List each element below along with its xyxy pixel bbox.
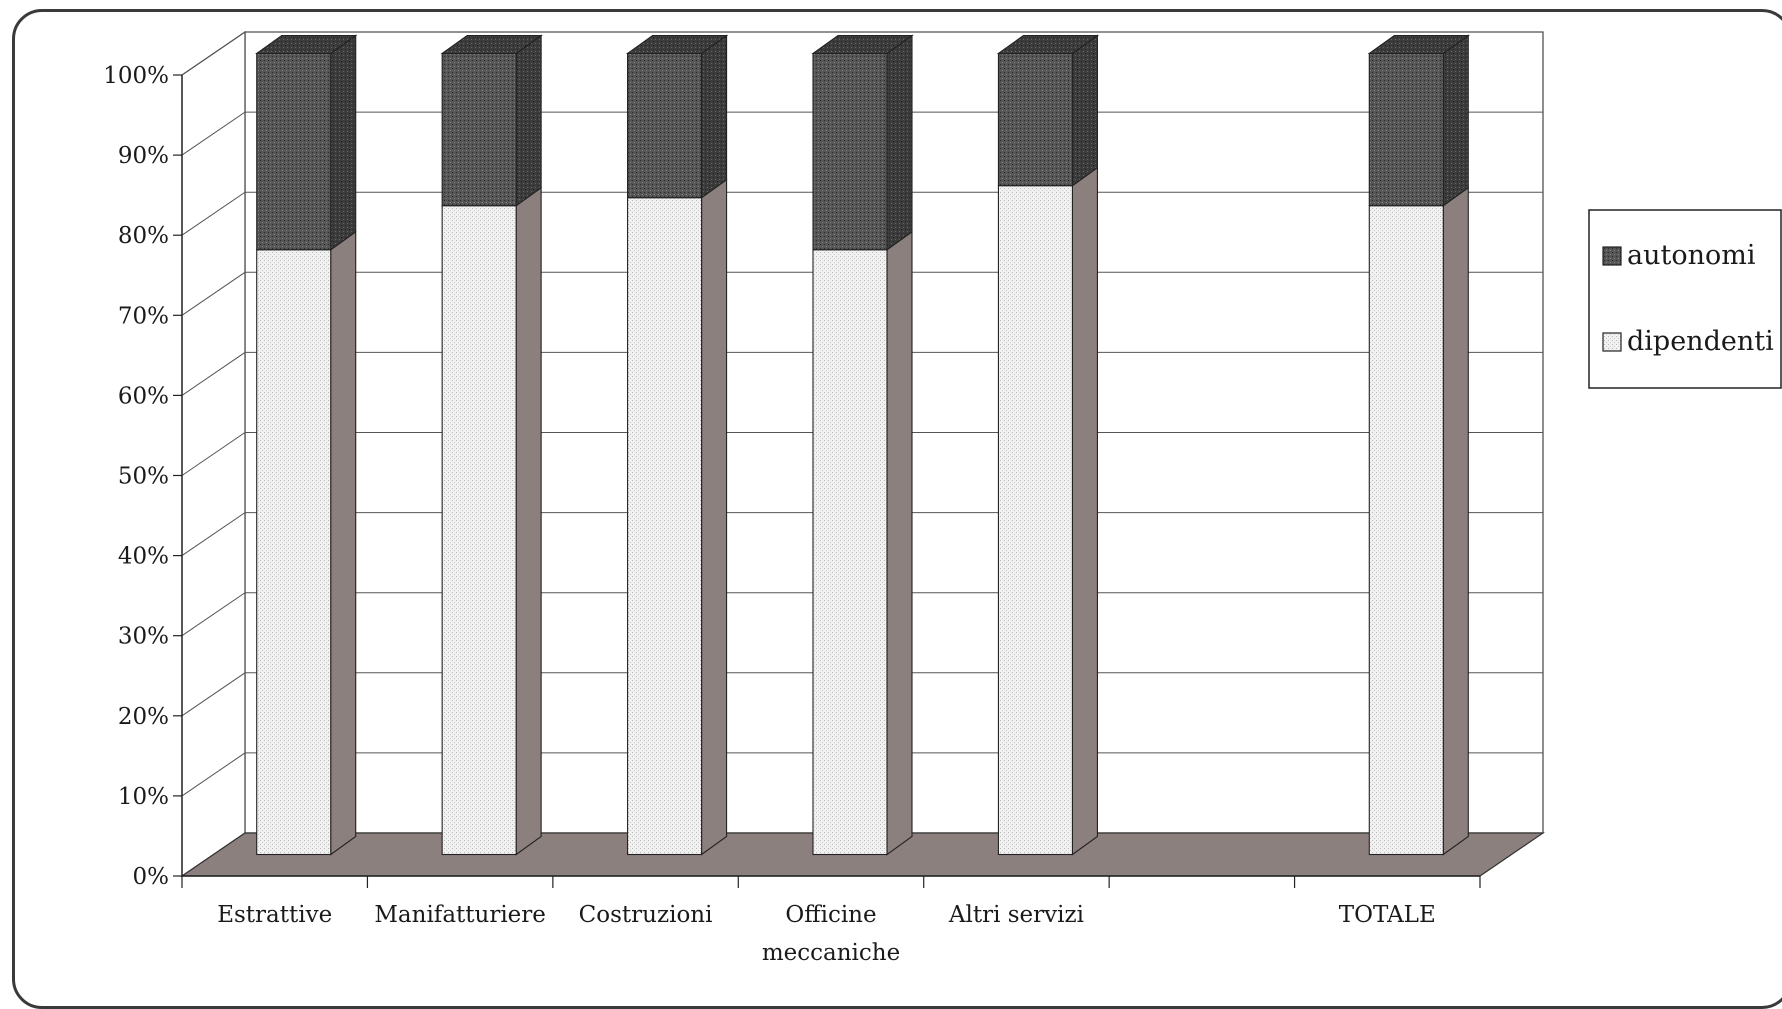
gridline bbox=[181, 111, 1543, 156]
bar-side-autonomi bbox=[886, 34, 913, 251]
bar-stack bbox=[996, 34, 1100, 856]
category-labels: Estrattive Manifatturiere Costruzioni Offic… bbox=[217, 902, 1436, 966]
gridline bbox=[181, 752, 1543, 797]
y-tick-label: 40% bbox=[118, 544, 169, 570]
legend-box bbox=[1588, 209, 1782, 389]
bar-segment-autonomi bbox=[441, 52, 517, 207]
category-label: Estrattive bbox=[217, 902, 332, 928]
y-tick-label: 100% bbox=[103, 63, 169, 89]
bar-stack bbox=[255, 34, 358, 856]
bar-side-autonomi bbox=[330, 34, 357, 251]
bar-stack bbox=[811, 34, 914, 856]
bar-top bbox=[1367, 34, 1470, 55]
bar-segment-dipendenti bbox=[256, 249, 332, 856]
legend-swatch-dipendenti bbox=[1602, 332, 1622, 352]
y-axis-ticks: 0% 10% 20% 30% 40% 50% 60% 70% 80% 90% 100% bbox=[103, 63, 182, 890]
legend-label-dipendenti: dipendenti bbox=[1627, 326, 1774, 357]
legend-swatch-autonomi bbox=[1602, 246, 1622, 266]
x-axis-ticks bbox=[181, 876, 1481, 888]
category-label: Manifatturiere bbox=[374, 902, 546, 928]
y-tick-label: 0% bbox=[133, 864, 170, 890]
category-label: Altri servizi bbox=[948, 902, 1084, 928]
bar-top bbox=[811, 34, 914, 55]
bar-top bbox=[625, 34, 729, 55]
y-tick-label: 50% bbox=[118, 464, 169, 490]
y-tick-label: 70% bbox=[118, 303, 169, 329]
bar-segment-dipendenti bbox=[997, 185, 1073, 856]
gridline bbox=[181, 191, 1543, 236]
bar-segment-dipendenti bbox=[1368, 205, 1444, 856]
bar-stack bbox=[1367, 34, 1470, 856]
gridline bbox=[181, 271, 1543, 316]
bar-side-autonomi bbox=[515, 34, 542, 207]
bar-stack bbox=[625, 34, 729, 856]
bar-side-autonomi bbox=[701, 34, 728, 199]
gridline bbox=[181, 512, 1543, 557]
gridlines bbox=[181, 31, 1543, 797]
bar-segment-autonomi bbox=[997, 52, 1073, 187]
bar-side-autonomi bbox=[1442, 34, 1469, 207]
legend: autonomi dipendenti bbox=[1588, 209, 1782, 389]
y-tick-label: 30% bbox=[118, 624, 169, 650]
bar-top bbox=[255, 34, 358, 55]
category-label: meccaniche bbox=[762, 940, 900, 966]
category-label: Costruzioni bbox=[579, 902, 713, 928]
category-label: TOTALE bbox=[1339, 902, 1436, 928]
bar-side-dipendenti bbox=[515, 186, 542, 856]
bar-segment-autonomi bbox=[256, 52, 332, 251]
bar-segment-autonomi bbox=[627, 52, 703, 199]
bar-side-dipendenti bbox=[1442, 186, 1469, 856]
bars bbox=[255, 34, 1470, 856]
gridline bbox=[181, 31, 1543, 76]
bar-segment-autonomi bbox=[812, 52, 888, 251]
y-tick-label: 60% bbox=[118, 383, 169, 409]
y-tick-label: 10% bbox=[118, 784, 169, 810]
bar-side-autonomi bbox=[1071, 34, 1098, 187]
legend-label-autonomi: autonomi bbox=[1627, 240, 1756, 271]
category-label: Officine bbox=[785, 902, 876, 928]
y-tick-label: 20% bbox=[118, 704, 169, 730]
bar-side-dipendenti bbox=[701, 178, 728, 856]
bar-segment-dipendenti bbox=[812, 249, 888, 856]
gridline bbox=[181, 432, 1543, 476]
gridline bbox=[181, 592, 1543, 637]
bar-segment-dipendenti bbox=[441, 205, 517, 856]
bar-side-dipendenti bbox=[330, 230, 357, 856]
gridline bbox=[181, 672, 1543, 717]
bar-top bbox=[440, 34, 543, 55]
y-tick-label: 90% bbox=[118, 143, 169, 169]
bar-side-dipendenti bbox=[886, 230, 913, 856]
gridline bbox=[181, 351, 1543, 396]
y-tick-label: 80% bbox=[118, 223, 169, 249]
bar-top bbox=[996, 34, 1100, 55]
bar-stack bbox=[440, 34, 543, 856]
bar-segment-dipendenti bbox=[627, 197, 703, 856]
bar-side-dipendenti bbox=[1071, 166, 1098, 856]
bar-segment-autonomi bbox=[1368, 52, 1444, 207]
